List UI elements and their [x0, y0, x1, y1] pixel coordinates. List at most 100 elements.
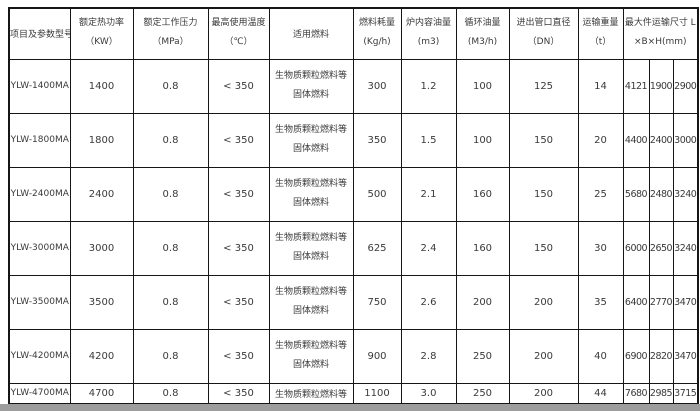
dim-l-cell: 7680 [622, 382, 650, 405]
oil-capacity-cell: 1.2 [400, 58, 457, 114]
fuel-consumption-cell: 750 [352, 274, 402, 330]
model-cell: YLW-3000MA [8, 220, 71, 276]
transport-weight-cell: 25 [577, 166, 624, 222]
max-temp-cell: < 350 [207, 166, 270, 222]
dim-l-cell: 6900 [622, 328, 650, 384]
model-cell: YLW-1800MA [8, 112, 71, 168]
transport-weight-cell: 20 [577, 112, 624, 168]
dim-b-cell: 2650 [648, 220, 674, 276]
max-temp-cell: < 350 [207, 274, 270, 330]
table-row: YLW-3000MA 3000 0.8 < 350 生物质颗粒燃料等 固体燃料 6… [8, 220, 699, 276]
table-row: YLW-1400MA 1400 0.8 < 350 生物质颗粒燃料等 固体燃料 3… [8, 58, 699, 114]
header-oil-capacity: 炉内容油量 (m3) [400, 7, 457, 60]
fuel-cell: 生物质颗粒燃料等 固体燃料 [268, 58, 354, 114]
port-diameter-cell: 200 [508, 274, 579, 330]
header-circulating-oil: 循环油量 (M3/h) [455, 7, 510, 60]
work-pressure-cell: 0.8 [132, 166, 209, 222]
circulating-oil-cell: 200 [455, 274, 510, 330]
table-row-truncated: YLW-4700MA 4700 0.8 < 350 生物质颗粒燃料等 1100 … [8, 382, 699, 405]
model-cell: YLW-4700MA [8, 382, 71, 405]
bottom-edge-strip [0, 404, 700, 411]
circulating-oil-cell: 100 [455, 58, 510, 114]
oil-capacity-cell: 2.4 [400, 220, 457, 276]
dim-l-cell: 6400 [622, 274, 650, 330]
header-max-temp: 最高使用温度 （℃） [207, 7, 270, 60]
dim-b-cell: 2985 [648, 382, 674, 405]
rated-power-cell: 1800 [69, 112, 134, 168]
fuel-consumption-cell: 300 [352, 58, 402, 114]
fuel-consumption-cell: 625 [352, 220, 402, 276]
dim-l-cell: 4400 [622, 112, 650, 168]
oil-capacity-cell: 2.1 [400, 166, 457, 222]
header-work-pressure: 额定工作压力 （MPa） [132, 7, 209, 60]
header-model: 项目及参数型号 [8, 7, 71, 60]
header-max-transport-size: 最大件运输尺寸 L ×B×H(mm) [622, 7, 699, 60]
dim-h-cell: 3000 [672, 112, 699, 168]
table-header: 项目及参数型号 额定热功率 （KW） 额定工作压力 （MPa） 最高使用温度 （℃） … [8, 7, 699, 60]
transport-weight-cell: 44 [577, 382, 624, 405]
transport-weight-cell: 14 [577, 58, 624, 114]
port-diameter-cell: 150 [508, 112, 579, 168]
rated-power-cell: 1400 [69, 58, 134, 114]
rated-power-cell: 2400 [69, 166, 134, 222]
transport-weight-cell: 30 [577, 220, 624, 276]
dim-h-cell: 3240 [672, 220, 699, 276]
boiler-spec-table: 项目及参数型号 额定热功率 （KW） 额定工作压力 （MPa） 最高使用温度 （℃） … [8, 7, 700, 405]
table-body: YLW-1400MA 1400 0.8 < 350 生物质颗粒燃料等 固体燃料 3… [8, 58, 699, 405]
work-pressure-cell: 0.8 [132, 220, 209, 276]
fuel-cell: 生物质颗粒燃料等 固体燃料 [268, 274, 354, 330]
fuel-consumption-cell: 1100 [352, 382, 402, 405]
circulating-oil-cell: 160 [455, 166, 510, 222]
port-diameter-cell: 125 [508, 58, 579, 114]
oil-capacity-cell: 2.8 [400, 328, 457, 384]
rated-power-cell: 4200 [69, 328, 134, 384]
dim-l-cell: 5680 [622, 166, 650, 222]
rated-power-cell: 4700 [69, 382, 134, 405]
header-rated-power: 额定热功率 （KW） [69, 7, 134, 60]
dim-h-cell: 3470 [672, 328, 699, 384]
dim-h-cell: 3715 [672, 382, 699, 405]
dim-b-cell: 2770 [648, 274, 674, 330]
dim-b-cell: 2400 [648, 112, 674, 168]
fuel-cell: 生物质颗粒燃料等 固体燃料 [268, 166, 354, 222]
fuel-cell: 生物质颗粒燃料等 固体燃料 [268, 220, 354, 276]
circulating-oil-cell: 250 [455, 382, 510, 405]
fuel-cell: 生物质颗粒燃料等 [268, 382, 354, 405]
oil-capacity-cell: 1.5 [400, 112, 457, 168]
table-row: YLW-4200MA 4200 0.8 < 350 生物质颗粒燃料等 固体燃料 9… [8, 328, 699, 384]
circulating-oil-cell: 100 [455, 112, 510, 168]
model-cell: YLW-1400MA [8, 58, 71, 114]
header-row: 项目及参数型号 额定热功率 （KW） 额定工作压力 （MPa） 最高使用温度 （℃） … [8, 7, 699, 60]
model-cell: YLW-2400MA [8, 166, 71, 222]
transport-weight-cell: 35 [577, 274, 624, 330]
circulating-oil-cell: 160 [455, 220, 510, 276]
rated-power-cell: 3000 [69, 220, 134, 276]
work-pressure-cell: 0.8 [132, 274, 209, 330]
header-fuel: 适用燃料 [268, 7, 354, 60]
transport-weight-cell: 40 [577, 328, 624, 384]
header-transport-weight: 运输重量 （t） [577, 7, 624, 60]
max-temp-cell: < 350 [207, 112, 270, 168]
fuel-cell: 生物质颗粒燃料等 固体燃料 [268, 328, 354, 384]
dim-h-cell: 3470 [672, 274, 699, 330]
fuel-consumption-cell: 500 [352, 166, 402, 222]
port-diameter-cell: 200 [508, 382, 579, 405]
work-pressure-cell: 0.8 [132, 112, 209, 168]
model-cell: YLW-3500MA [8, 274, 71, 330]
port-diameter-cell: 150 [508, 220, 579, 276]
header-model-label: 项目及参数型号 [10, 30, 70, 41]
dim-h-cell: 3240 [672, 166, 699, 222]
model-cell: YLW-4200MA [8, 328, 71, 384]
dim-l-cell: 4121 [622, 58, 650, 114]
dim-b-cell: 1900 [648, 58, 674, 114]
oil-capacity-cell: 2.6 [400, 274, 457, 330]
max-temp-cell: < 350 [207, 328, 270, 384]
header-port-diameter: 进出管口直径 （DN） [508, 7, 579, 60]
table-row: YLW-2400MA 2400 0.8 < 350 生物质颗粒燃料等 固体燃料 5… [8, 166, 699, 222]
fuel-cell: 生物质颗粒燃料等 固体燃料 [268, 112, 354, 168]
table-row: YLW-3500MA 3500 0.8 < 350 生物质颗粒燃料等 固体燃料 7… [8, 274, 699, 330]
max-temp-cell: < 350 [207, 58, 270, 114]
port-diameter-cell: 200 [508, 328, 579, 384]
dim-b-cell: 2480 [648, 166, 674, 222]
